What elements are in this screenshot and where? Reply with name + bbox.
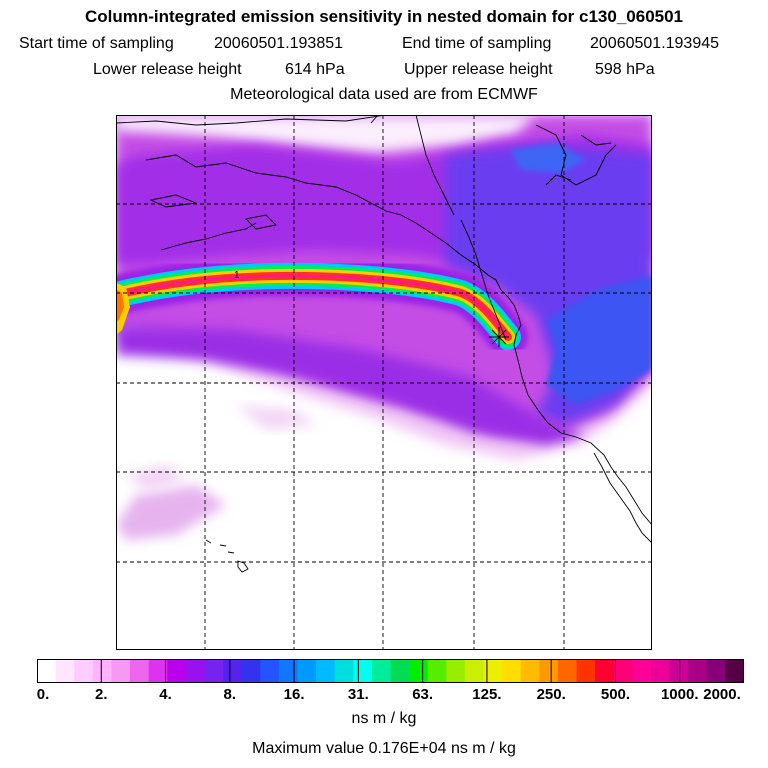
colorbar-cell [576, 659, 596, 683]
maximum-value-label: Maximum value [252, 740, 365, 757]
colorbar-cell [390, 659, 410, 683]
colorbar-tick-label: 2000. [703, 686, 741, 703]
colorbar-cell [148, 659, 168, 683]
colorbar-cell [688, 659, 708, 683]
colorbar-cell [502, 659, 522, 683]
colorbar-cell [241, 659, 261, 683]
colorbar-frame [37, 659, 744, 683]
colorbar-cell [446, 659, 466, 683]
colorbar-cell [111, 659, 131, 683]
colorbar-unit: ns m / kg [351, 710, 417, 727]
colorbar-cell [613, 659, 633, 683]
colorbar-cell [204, 659, 224, 683]
colorbar-tick-label: 31. [347, 686, 369, 703]
colorbar-cell [130, 659, 150, 683]
release-point-star-icon [489, 327, 509, 347]
colorbar-cell [223, 659, 243, 683]
colorbar-cell [520, 659, 540, 683]
colorbar-cell [297, 659, 317, 683]
start-time-label: Start time of sampling [19, 35, 174, 52]
colorbar-cell [353, 659, 373, 683]
colorbar-cell [595, 659, 615, 683]
colorbar-tick-label: 2. [95, 686, 108, 703]
sensitivity-map: 1 [116, 115, 652, 650]
colorbar-cell [37, 659, 57, 683]
colorbar-cell [92, 659, 113, 683]
colorbar-cell [55, 659, 75, 683]
upper-height-label: Upper release height [404, 61, 553, 78]
colorbar-cell [725, 659, 744, 683]
colorbar-cell [539, 659, 559, 683]
colorbar-tick-label: 250. [536, 686, 566, 703]
colorbar-cell [371, 659, 392, 683]
met-data-note: Meteorological data used are from ECMWF [230, 86, 538, 103]
colorbar-cell [650, 659, 671, 683]
lower-height-value: 614 hPa [285, 61, 345, 78]
colorbar-tick-label: 16. [283, 686, 305, 703]
colorbar-cell [316, 659, 336, 683]
end-time-value: 20060501.193945 [590, 35, 720, 52]
colorbar-tick-label: 4. [159, 686, 172, 703]
upper-height-value: 598 hPa [595, 61, 655, 78]
colorbar-cell [74, 659, 94, 683]
colorbar-cell [409, 659, 429, 683]
colorbar-tick-label: 125. [472, 686, 502, 703]
coastlines [116, 115, 652, 573]
colorbar-cell [669, 659, 689, 683]
colorbar-cell [557, 659, 578, 683]
colorbar-tick-label: 63. [412, 686, 434, 703]
colorbar-cell [632, 659, 652, 683]
colorbar-tick-label: 0. [36, 686, 50, 703]
colorbar-cell [278, 659, 299, 683]
end-time-label: End time of sampling [402, 35, 552, 52]
graticule [116, 115, 652, 650]
colorbar-cell [427, 659, 447, 683]
colorbar-tick-label: 500. [600, 686, 631, 703]
colorbar-cell [185, 659, 206, 683]
maximum-value: Maximum value 0.176E+04 ns m / kg [0, 740, 768, 758]
plot-title: Column-integrated emission sensitivity i… [84, 7, 684, 26]
colorbar [37, 659, 744, 683]
start-time-value: 20060501.193851 [214, 35, 344, 52]
contour-label: 1 [234, 270, 240, 281]
colorbar-cell [260, 659, 280, 683]
map-frame [116, 115, 652, 650]
colorbar-tick-label: 1000. [660, 686, 699, 703]
maximum-value-number: 0.176E+04 ns m / kg [368, 740, 516, 757]
colorbar-cell [706, 659, 726, 683]
colorbar-cell [334, 659, 354, 683]
colorbar-cell [167, 659, 187, 683]
colorbar-tick-label: 8. [223, 686, 237, 703]
lower-height-label: Lower release height [93, 61, 242, 78]
colorbar-cell [483, 659, 503, 683]
plume [116, 255, 528, 357]
colorbar-cell [464, 659, 485, 683]
